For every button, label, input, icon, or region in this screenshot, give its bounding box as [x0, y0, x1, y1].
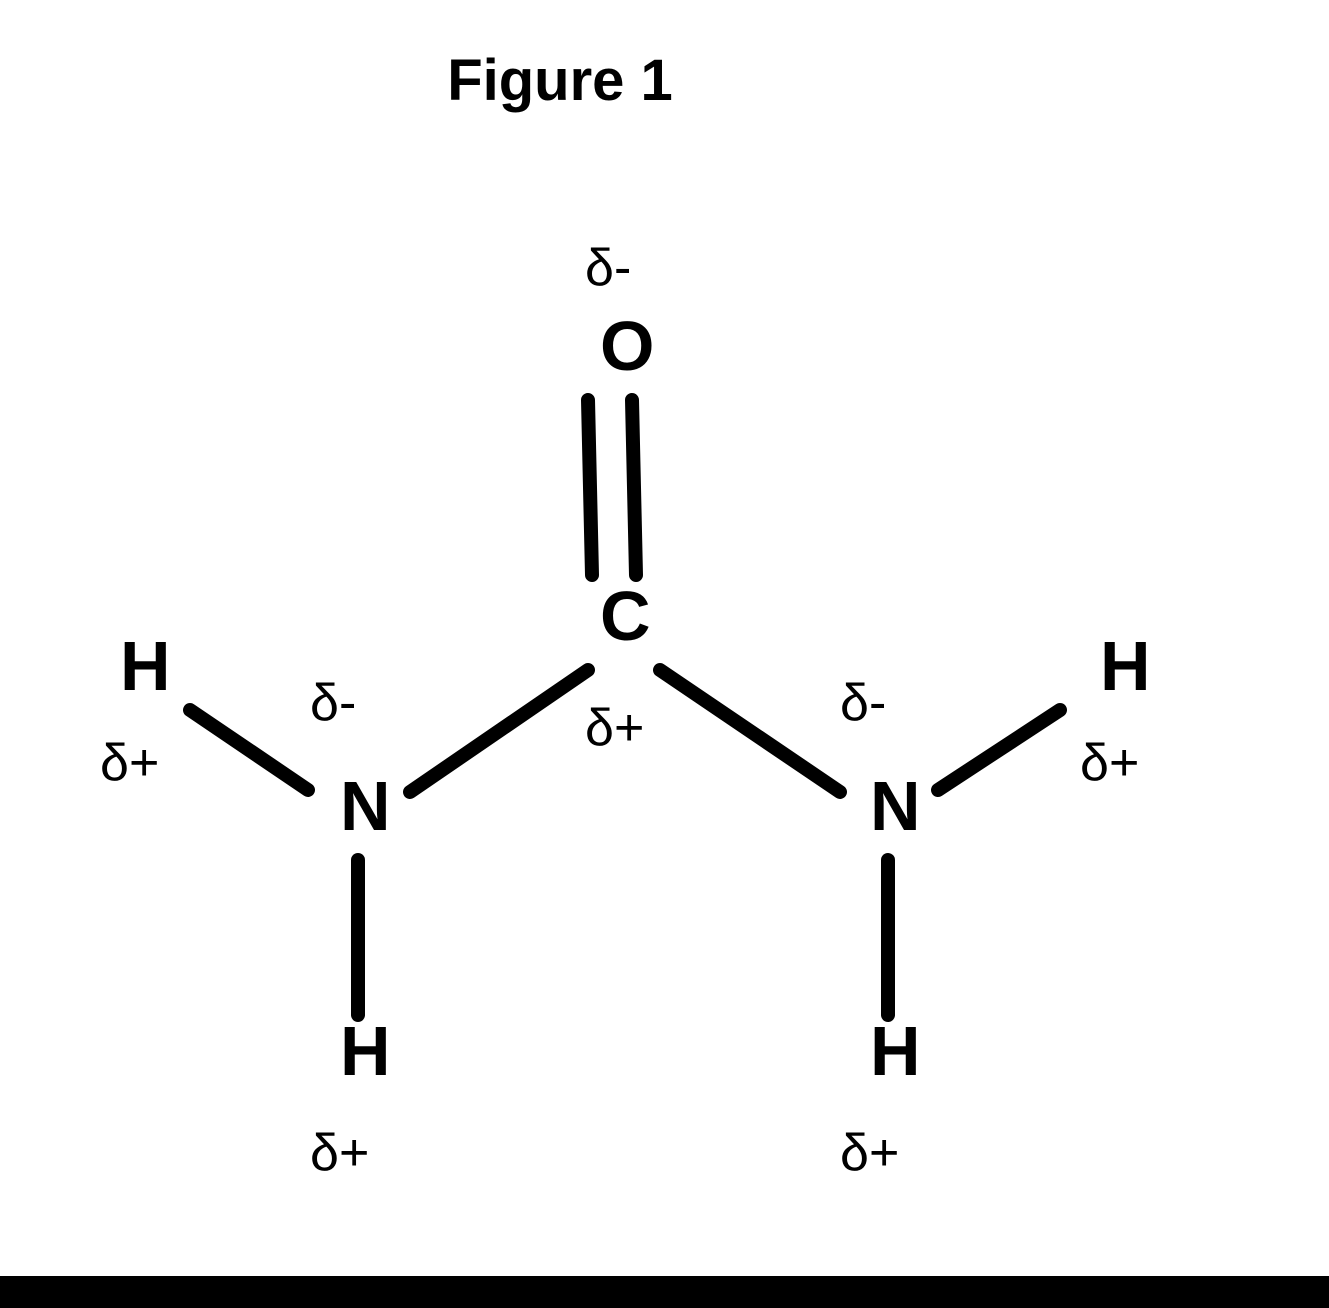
partial-charge-N2_minus: δ-	[840, 674, 886, 732]
atom-label-H_N1_down: H	[340, 1012, 391, 1090]
atom-label-C: C	[600, 577, 651, 655]
atom-label-N2: N	[870, 767, 921, 845]
partial-charge-H_N1_up_plus: δ+	[100, 734, 159, 792]
atom-label-O: O	[600, 307, 654, 385]
atom-label-H_N1_up: H	[120, 627, 171, 705]
footer-bar	[0, 1276, 1329, 1308]
partial-charge-N1_minus: δ-	[310, 674, 356, 732]
atom-label-H_N2_up: H	[1100, 627, 1151, 705]
atom-label-N1: N	[340, 767, 391, 845]
partial-charge-H_N1_down_plus: δ+	[310, 1124, 369, 1182]
partial-charge-O_minus: δ-	[585, 239, 631, 297]
atom-label-H_N2_down: H	[870, 1012, 921, 1090]
double-bond	[588, 400, 592, 575]
partial-charge-H_N2_up_plus: δ+	[1080, 734, 1139, 792]
figure-title: Figure 1	[447, 48, 673, 113]
partial-charge-C_plus: δ+	[585, 699, 644, 757]
molecule-diagram: Figure 1 O C N N H H H H δ-δ+ δ-δ-δ+ δ+ δ+ δ+	[0, 0, 1329, 1308]
double-bond	[632, 400, 636, 575]
partial-charge-H_N2_down_plus: δ+	[840, 1124, 899, 1182]
